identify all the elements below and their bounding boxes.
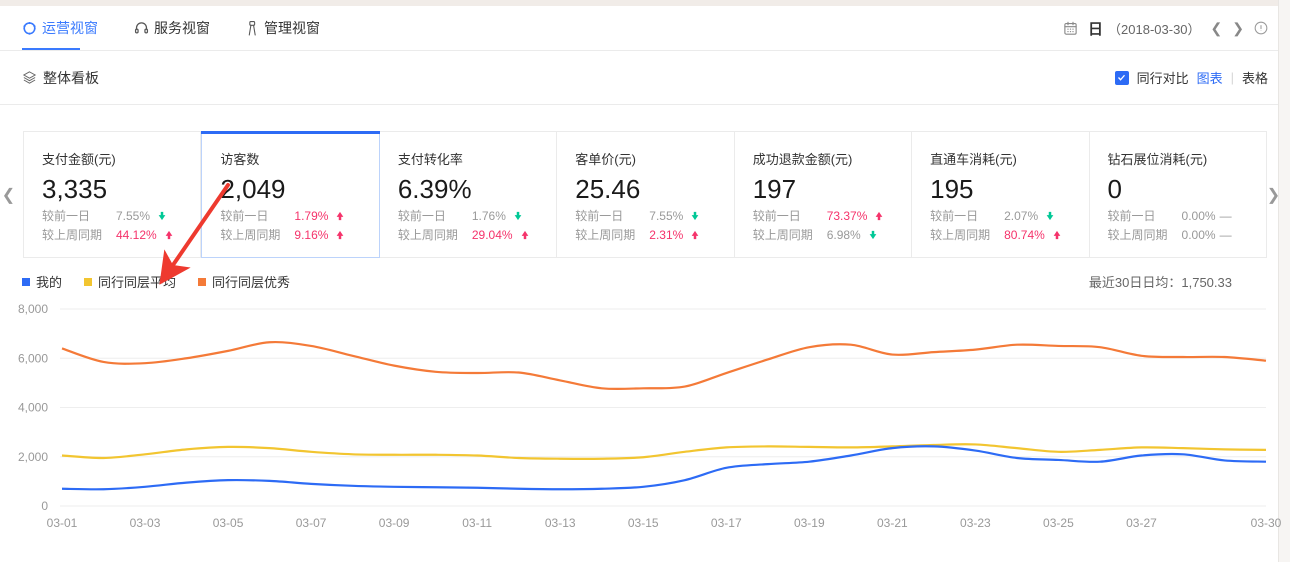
svg-text:03-21: 03-21 [877, 516, 908, 530]
svg-text:03-23: 03-23 [960, 516, 991, 530]
svg-text:03-27: 03-27 [1126, 516, 1157, 530]
svg-text:03-30: 03-30 [1251, 516, 1282, 530]
svg-text:03-09: 03-09 [379, 516, 410, 530]
svg-text:03-05: 03-05 [213, 516, 244, 530]
svg-text:03-19: 03-19 [794, 516, 825, 530]
svg-text:8,000: 8,000 [18, 302, 48, 316]
svg-text:03-03: 03-03 [130, 516, 161, 530]
svg-text:03-13: 03-13 [545, 516, 576, 530]
svg-text:0: 0 [41, 499, 48, 513]
svg-text:03-07: 03-07 [296, 516, 327, 530]
svg-text:03-25: 03-25 [1043, 516, 1074, 530]
svg-text:6,000: 6,000 [18, 351, 48, 365]
svg-text:03-01: 03-01 [47, 516, 78, 530]
svg-text:4,000: 4,000 [18, 401, 48, 415]
svg-text:2,000: 2,000 [18, 450, 48, 464]
svg-text:03-15: 03-15 [628, 516, 659, 530]
svg-text:03-11: 03-11 [462, 516, 492, 530]
svg-text:03-17: 03-17 [711, 516, 742, 530]
